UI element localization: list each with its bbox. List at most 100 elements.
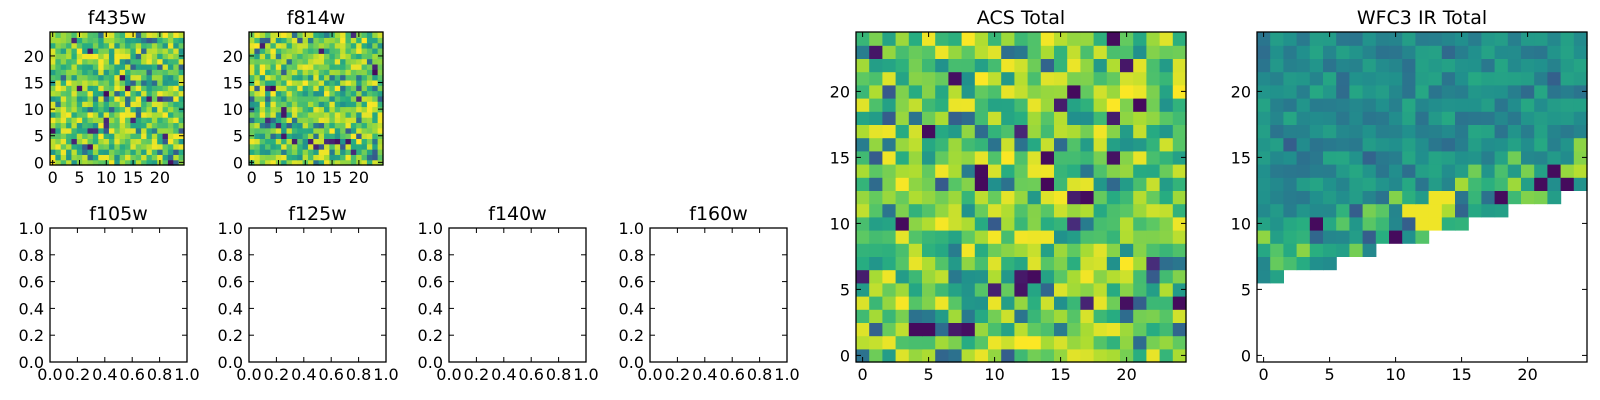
heatmap-cell: [87, 42, 94, 49]
heatmap-cell: [329, 42, 336, 49]
heatmap-cell: [275, 133, 282, 139]
heatmap-cell: [119, 154, 126, 161]
heatmap-cell: [1120, 282, 1134, 297]
heatmap-cell: [318, 122, 325, 129]
heatmap-cell: [146, 79, 153, 86]
heatmap-cell: [281, 53, 288, 60]
heatmap-cell: [141, 111, 148, 118]
heatmap-cell: [167, 37, 174, 44]
heatmap-cell: [882, 190, 897, 205]
heatmap-cell: [329, 74, 336, 81]
heatmap-cell: [1323, 190, 1337, 205]
heatmap-cell: [146, 159, 153, 166]
heatmap-cell: [103, 53, 110, 60]
heatmap-cell: [87, 79, 94, 86]
heatmap-cell: [87, 138, 94, 145]
heatmap-cell: [114, 149, 121, 155]
y-tick-label: 10: [24, 100, 44, 119]
heatmap-cell: [1362, 124, 1377, 139]
heatmap-cell: [1040, 190, 1055, 205]
heatmap-cell: [151, 63, 158, 70]
heatmap-cell: [270, 106, 277, 113]
heatmap-cell: [265, 95, 272, 102]
heatmap-cell: [270, 63, 277, 70]
heatmap-cell: [178, 95, 185, 102]
heatmap-cell: [361, 159, 368, 166]
heatmap-cell: [281, 58, 288, 65]
heatmap-cell: [1067, 230, 1081, 244]
heatmap-cell: [1375, 203, 1390, 218]
heatmap-cell: [71, 32, 78, 38]
heatmap-cell: [265, 122, 272, 129]
heatmap-cell: [162, 90, 169, 97]
heatmap-cell: [1001, 243, 1015, 257]
heatmap-cell: [167, 149, 174, 155]
heatmap-cell: [275, 69, 282, 76]
heatmap-cell: [270, 58, 277, 65]
heatmap-cell: [1257, 32, 1271, 46]
heatmap-cell: [178, 90, 185, 97]
heatmap-cell: [1146, 230, 1161, 244]
heatmap-cell: [1481, 203, 1496, 218]
heatmap-cell: [1054, 71, 1068, 86]
heatmap-cell: [98, 42, 105, 49]
heatmap-cell: [361, 85, 368, 92]
heatmap-cell: [76, 117, 83, 124]
heatmap-cell: [345, 117, 352, 124]
heatmap-cell: [254, 154, 261, 161]
heatmap-cell: [961, 269, 976, 284]
heatmap-cell: [1428, 190, 1443, 205]
heatmap-cell: [281, 127, 288, 134]
heatmap-cell: [329, 106, 336, 113]
heatmap-cell: [988, 98, 1002, 112]
heatmap-cell: [151, 154, 158, 161]
heatmap-cell: [1428, 124, 1443, 139]
heatmap-cell: [167, 74, 174, 81]
heatmap-cell: [1040, 348, 1055, 363]
heatmap-cell: [356, 106, 363, 113]
heatmap-cell: [297, 127, 304, 134]
heatmap-cell: [270, 149, 277, 155]
x-tick-label: 0.0: [436, 365, 461, 384]
heatmap-cell: [146, 133, 153, 139]
heatmap-cell: [167, 101, 174, 108]
heatmap-cell: [882, 124, 897, 139]
heatmap-cell: [324, 63, 330, 70]
heatmap-cell: [318, 106, 325, 113]
heatmap-cell: [1428, 164, 1443, 178]
heatmap-cell: [1133, 216, 1147, 231]
heatmap-cell: [55, 95, 62, 102]
heatmap-cell: [1120, 230, 1134, 244]
heatmap-cell: [882, 58, 897, 73]
heatmap-cell: [114, 32, 121, 38]
heatmap-cell: [1172, 111, 1187, 125]
heatmap-cell: [361, 90, 368, 97]
heatmap-cell: [1040, 177, 1055, 191]
heatmap-cell: [291, 106, 298, 113]
x-tick-label: 0.6: [318, 365, 343, 384]
heatmap-cell: [856, 322, 870, 337]
heatmap-cell: [1336, 243, 1350, 257]
heatmap-cell: [98, 85, 105, 92]
heatmap-cell: [103, 47, 110, 54]
heatmap-cell: [114, 122, 121, 129]
heatmap-cell: [1309, 58, 1324, 73]
heatmap-cell: [173, 111, 180, 118]
heatmap-cell: [318, 79, 325, 86]
heatmap-cell: [71, 69, 78, 76]
x-tick-label: 10: [984, 365, 1004, 384]
heatmap-cell: [178, 69, 185, 76]
heatmap-cell: [869, 124, 883, 139]
heatmap-cell: [162, 133, 169, 139]
heatmap-cell: [1159, 164, 1174, 178]
heatmap-cell: [1389, 203, 1403, 218]
heatmap-cell: [1054, 98, 1068, 112]
heatmap-cell: [92, 95, 99, 102]
heatmap-cell: [1120, 45, 1134, 59]
heatmap-cell: [82, 127, 89, 134]
heatmap-cell: [119, 117, 126, 124]
heatmap-cell: [151, 37, 158, 44]
heatmap-cell: [1093, 164, 1108, 178]
heatmap-cell: [908, 348, 923, 363]
heatmap-cell: [71, 37, 78, 44]
